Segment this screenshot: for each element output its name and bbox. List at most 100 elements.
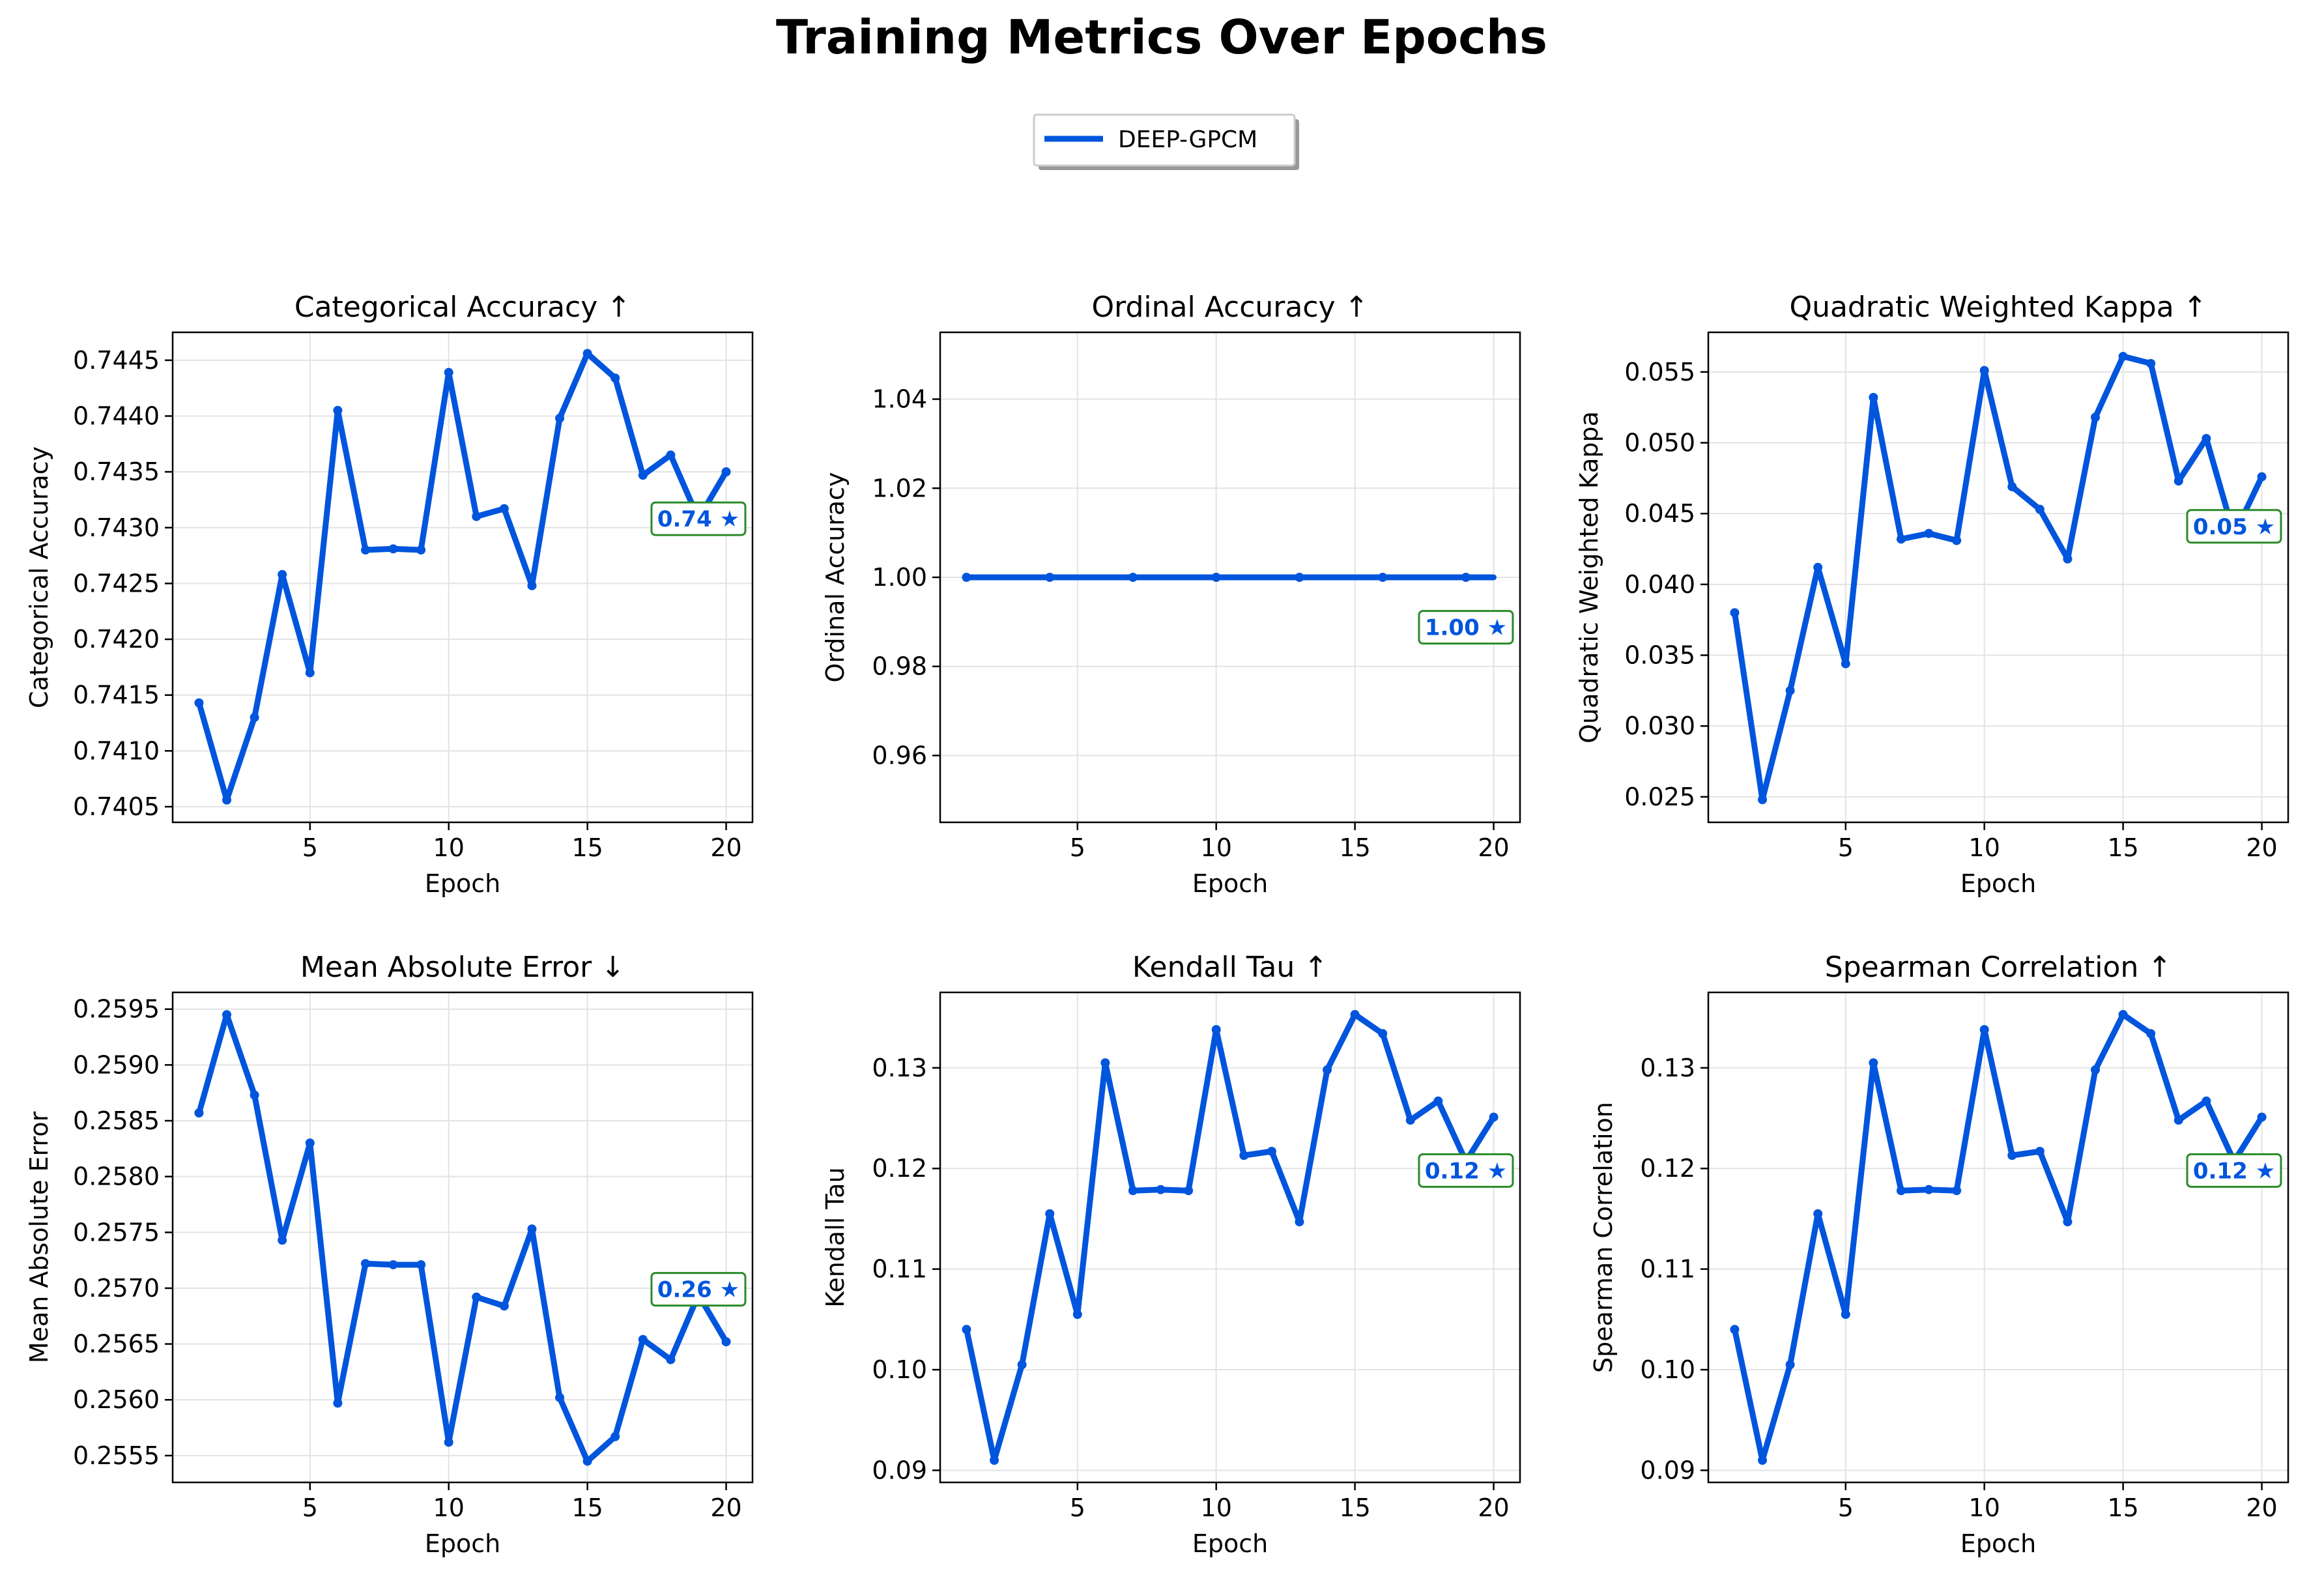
y-tick-label: 0.7430: [73, 513, 160, 542]
subplots: Categorical Accuracy ↑ 5 10 15 20 0.7405 0.741…: [25, 291, 2289, 1558]
y-tick-label: 0.2580: [73, 1162, 160, 1191]
data-point: [1100, 1058, 1110, 1068]
data-point: [1405, 1116, 1415, 1125]
data-point: [1924, 528, 1934, 538]
data-point: [2007, 482, 2017, 491]
data-point: [1072, 1310, 1082, 1319]
data-point: [499, 1301, 509, 1311]
data-point: [2146, 1029, 2156, 1039]
data-point: [1295, 1217, 1304, 1227]
data-point: [1184, 1186, 1194, 1196]
data-point: [1211, 1025, 1221, 1035]
data-point: [1045, 573, 1055, 582]
axes-frame: [171, 331, 754, 824]
x-axis-label: Epoch: [1192, 1529, 1268, 1558]
x-tick-label: 5: [1070, 1493, 1085, 1522]
data-point: [666, 1355, 676, 1364]
axes-frame: [939, 991, 1521, 1484]
data-point: [2118, 1009, 2128, 1019]
subplot-title: Quadratic Weighted Kappa ↑: [1789, 291, 2207, 324]
y-tick-label: 0.7420: [73, 625, 160, 654]
y-tick-label: 0.045: [1624, 499, 1695, 528]
data-point: [388, 1260, 398, 1269]
data-point: [1730, 608, 1740, 618]
data-point: [222, 1010, 232, 1020]
y-tick-label: 1.04: [872, 385, 927, 414]
axes-frame: [1707, 991, 2289, 1484]
x-tick-label: 15: [2107, 833, 2138, 862]
y-tick-label: 0.2560: [73, 1385, 160, 1414]
y-tick-label: 1.00: [872, 563, 927, 592]
best-annotation-label: 0.26 ★: [657, 1277, 739, 1303]
data-point: [2173, 476, 2183, 486]
data-point: [962, 573, 971, 582]
x-tick-label: 20: [2246, 833, 2277, 862]
best-annotation: 0.74 ★: [650, 501, 747, 536]
y-axis-label: Spearman Correlation: [1589, 1102, 1618, 1373]
data-point: [2091, 412, 2101, 422]
data-point: [1952, 536, 1962, 545]
data-point: [1156, 1185, 1166, 1194]
best-annotation-label: 0.12 ★: [1425, 1158, 1507, 1184]
legend-box: [1033, 113, 1296, 167]
data-point: [444, 368, 453, 377]
x-axis-label: Epoch: [425, 869, 500, 898]
best-annotation-label: 0.05 ★: [2193, 514, 2275, 540]
subplot-title: Kendall Tau ↑: [1132, 951, 1328, 984]
x-axis-label: Epoch: [425, 1529, 500, 1558]
data-point: [2257, 1112, 2267, 1122]
x-tick-label: 5: [302, 1493, 318, 1522]
data-point: [638, 1334, 648, 1344]
data-point: [1350, 1009, 1360, 1019]
y-tick-label: 0.12: [1640, 1154, 1695, 1183]
data-point: [527, 1224, 537, 1234]
y-tick-label: 0.7425: [73, 569, 160, 598]
data-point: [1979, 1025, 1989, 1035]
data-point: [2035, 1146, 2044, 1156]
x-tick-label: 20: [710, 833, 741, 862]
data-point: [555, 413, 565, 423]
best-annotation-label: 1.00 ★: [1425, 615, 1507, 641]
y-tick-label: 0.025: [1624, 783, 1695, 811]
x-tick-label: 5: [1070, 833, 1085, 862]
x-tick-label: 10: [1969, 1493, 2000, 1522]
series-line-deep-gpcm: [1732, 353, 2265, 803]
best-annotation-box: [2186, 509, 2282, 544]
data-point: [472, 512, 481, 521]
y-tick-label: 0.11: [1640, 1255, 1695, 1284]
data-point: [555, 1392, 565, 1402]
data-point: [1841, 659, 1850, 669]
data-point: [1758, 1456, 1768, 1465]
data-point: [416, 1260, 426, 1269]
x-tick-label: 10: [1201, 1493, 1232, 1522]
legend: DEEP-GPCM: [1033, 113, 1299, 170]
data-point: [416, 545, 426, 555]
data-point: [1952, 1186, 1962, 1196]
series-line-deep-gpcm: [964, 1011, 1497, 1463]
data-point: [1045, 1209, 1055, 1218]
data-point: [278, 570, 287, 579]
x-tick-label: 5: [1838, 833, 1854, 862]
data-point: [2091, 1065, 2101, 1074]
data-point: [1869, 392, 1878, 402]
x-tick-label: 20: [2246, 1493, 2277, 1522]
data-point: [721, 467, 731, 477]
data-point: [1813, 1209, 1823, 1218]
data-point: [194, 1108, 204, 1118]
axes-frame: [1707, 331, 2289, 824]
axes-frame: [171, 991, 754, 1484]
data-point: [2146, 358, 2156, 368]
y-tick-label: 0.2565: [73, 1330, 160, 1359]
data-point: [1239, 1151, 1249, 1161]
best-annotation-box: [1418, 610, 1514, 645]
data-point: [990, 1456, 999, 1465]
data-point: [962, 1325, 971, 1334]
y-tick-label: 0.2570: [73, 1274, 160, 1303]
data-point: [1979, 366, 1989, 375]
subplot-kendall-tau: Kendall Tau ↑ 5 10 15 20 0.09 0.10 0.11 0.12 0.13…: [821, 951, 1521, 1558]
y-axis-label: Mean Absolute Error: [25, 1111, 53, 1363]
figure-title: Training Metrics Over Epochs: [776, 10, 1547, 65]
x-tick-label: 20: [1478, 1493, 1509, 1522]
data-point: [1924, 1185, 1934, 1194]
subplot-mean-absolute-error: Mean Absolute Error ↓ 5 10 15 20 0.2555 0.2560…: [25, 951, 754, 1558]
